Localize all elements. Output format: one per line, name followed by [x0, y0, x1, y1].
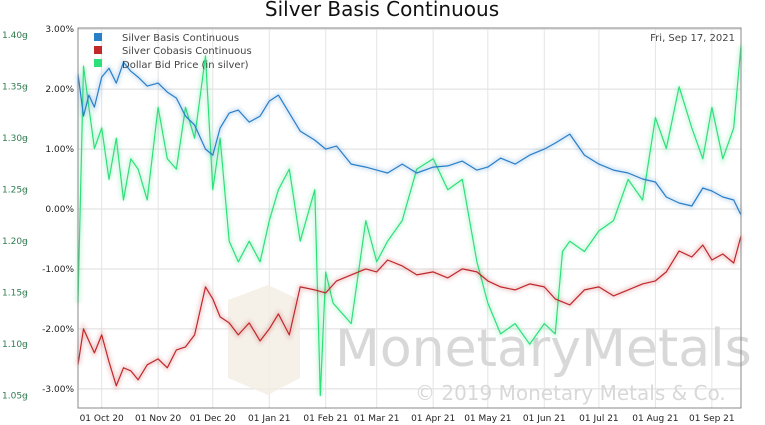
x-tick-label: 01 Mar 21: [354, 414, 400, 424]
gram-tick-label: 1.35g: [2, 83, 28, 93]
legend-label-basis: Silver Basis Continuous: [122, 33, 239, 44]
series-line-silver-cobasis-continuous: [77, 235, 742, 387]
y-tick-label: 2.00%: [45, 85, 74, 95]
legend-label-dollar: Dollar Bid Price (in silver): [122, 60, 249, 71]
watermark: MonetaryMetals © 2019 Monetary Metals & …: [228, 285, 752, 405]
x-tick-label: 01 Jul 21: [579, 414, 619, 424]
y-tick-label: 0.00%: [45, 205, 74, 215]
watermark-text: MonetaryMetals: [335, 319, 752, 379]
x-tick-label: 01 Nov 20: [135, 414, 181, 424]
gram-tick-label: 1.15g: [2, 289, 28, 299]
x-tick-label: 01 Feb 21: [303, 414, 348, 424]
legend: Silver Basis Continuous Silver Cobasis C…: [94, 33, 252, 71]
series-line-dollar-bid-price-in-silver-: [77, 45, 742, 397]
legend-swatch-basis: [94, 33, 102, 41]
date-label: Fri, Sep 17, 2021: [650, 33, 735, 44]
copyright-text: © 2019 Monetary Metals & Co.: [415, 381, 726, 405]
gram-tick-label: 1.30g: [2, 134, 28, 144]
gram-tick-label: 1.20g: [2, 237, 28, 247]
gram-tick-label: 1.40g: [2, 31, 28, 41]
legend-swatch-cobasis: [94, 46, 102, 54]
y-axis-left: -3.00% -2.00% -1.00% 0.00% 1.00% 2.00% 3.00%: [42, 25, 74, 395]
x-tick-label: 01 Jun 21: [523, 414, 566, 424]
y-axis-grams: 1.05g 1.10g 1.15g 1.20g 1.25g 1.30g 1.35g 1.40g: [2, 31, 28, 402]
legend-swatch-dollar: [94, 59, 102, 67]
y-tick-label: -2.00%: [42, 325, 74, 335]
gram-tick-label: 1.05g: [2, 392, 28, 402]
legend-label-cobasis: Silver Cobasis Continuous: [122, 46, 252, 57]
x-tick-label: 01 Apr 21: [411, 414, 455, 424]
x-axis: 01 Oct 20 01 Nov 20 01 Dec 20 01 Jan 21 01 F…: [80, 414, 735, 424]
gram-tick-label: 1.10g: [2, 340, 28, 350]
plot-frame: [77, 27, 742, 409]
y-tick-label: -1.00%: [42, 265, 74, 275]
y-tick-label: 1.00%: [45, 145, 74, 155]
x-tick-label: 01 May 21: [464, 414, 511, 424]
x-tick-label: 01 Oct 20: [80, 414, 124, 424]
x-tick-label: 01 Jan 21: [248, 414, 291, 424]
grid: [78, 28, 741, 408]
x-tick-label: 01 Sep 21: [689, 414, 735, 424]
gram-tick-label: 1.25g: [2, 186, 28, 196]
chart-title: Silver Basis Continuous: [265, 0, 499, 21]
y-tick-label: 3.00%: [45, 25, 74, 35]
series-group: [76, 45, 743, 397]
y-tick-label: -3.00%: [42, 385, 74, 395]
x-tick-label: 01 Dec 20: [190, 414, 236, 424]
x-tick-label: 01 Aug 21: [632, 414, 678, 424]
series-line-silver-basis-continuous: [77, 61, 742, 216]
